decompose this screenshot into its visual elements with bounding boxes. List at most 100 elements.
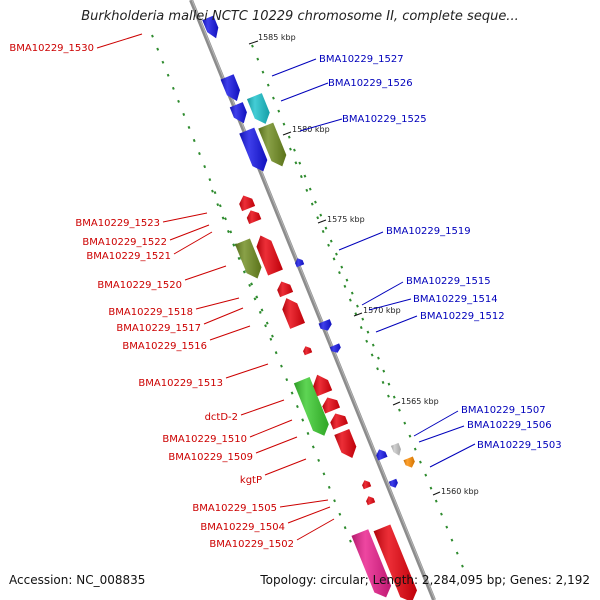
gene-dctd-2[interactable] (293, 377, 329, 436)
gene-bma10229-1525-a[interactable] (239, 127, 268, 172)
gene-label-bma10229-1516[interactable]: BMA10229_1516 (122, 341, 207, 352)
gene-bma10229-1509[interactable] (330, 413, 348, 430)
gene-label-bma10229-1525[interactable]: BMA10229_1525 (342, 114, 427, 125)
leader-line (255, 436, 298, 454)
gene-label-bma10229-1506[interactable]: BMA10229_1506 (467, 420, 552, 431)
scale-label-1585: 1585 kbp (258, 33, 296, 42)
gene-label-bma10229-1517[interactable]: BMA10229_1517 (116, 323, 201, 334)
gene-bma10229-1512[interactable] (329, 343, 341, 353)
dot-track-right-inner (324, 226, 328, 230)
dot-track-left-outer (295, 405, 299, 409)
dot-track-right-inner (429, 486, 433, 490)
gene-label-dctd-2[interactable]: dctD-2 (205, 412, 238, 423)
gene-bma10229-1527-a-shade (220, 74, 240, 101)
gene-bma10229-1516[interactable] (303, 346, 313, 356)
gene-bma10229-1502-shade (373, 524, 417, 600)
gene-bma10229-1515[interactable] (318, 319, 332, 331)
dot-track-right-inner (382, 369, 386, 373)
dot-track-left-inner (224, 217, 227, 221)
gene-bma10229-1504[interactable] (366, 496, 376, 506)
backbone-highlight (191, 0, 436, 600)
gene-bma10229-1502[interactable] (373, 524, 417, 600)
leader-line (338, 231, 384, 251)
gene-label-bma10229-1509[interactable]: BMA10229_1509 (168, 452, 253, 463)
scale-label-1575: 1575 kbp (327, 215, 365, 224)
gene-label-bma10229-1526[interactable]: BMA10229_1526 (328, 78, 413, 89)
gene-label-bma10229-1502[interactable]: BMA10229_1502 (209, 539, 294, 550)
dot-track-right-inner (298, 161, 302, 165)
gene-bma10229-1520[interactable] (235, 238, 262, 279)
gene-label-bma10229-1521[interactable]: BMA10229_1521 (86, 251, 171, 262)
gene-bma10229-1508[interactable] (334, 429, 357, 458)
dot-track-left-inner (156, 47, 160, 51)
gene-bma10229-1504-shade (366, 496, 376, 506)
gene-label-bma10229-1507[interactable]: BMA10229_1507 (461, 405, 546, 416)
gene-label-bma10229-1520[interactable]: BMA10229_1520 (97, 280, 182, 291)
scale-tick-1575 (317, 219, 327, 224)
dot-track-right-inner (256, 57, 260, 61)
gene-bma10229-1519[interactable] (295, 258, 305, 268)
gene-label-bma10229-1503[interactable]: BMA10229_1503 (477, 440, 562, 451)
gene-bma10229-1503[interactable] (403, 456, 415, 468)
dot-track-right-mid (294, 161, 298, 165)
leader-line (169, 224, 210, 241)
gene-label-bma10229-1527[interactable]: BMA10229_1527 (319, 54, 404, 65)
leader-line (296, 518, 335, 541)
gene-label-bma10229-1505[interactable]: BMA10229_1505 (192, 503, 277, 514)
gene-label-bma10229-1530[interactable]: BMA10229_1530 (9, 43, 94, 54)
dot-track-right-inner (440, 512, 443, 516)
gene-bma10229-1518-shade (277, 281, 294, 298)
gene-bma10229-1502-a-shade (351, 529, 392, 598)
dot-track-left-inner (171, 86, 175, 90)
gene-bma10229-1502-a[interactable] (351, 529, 392, 598)
dot-track-left-inner (208, 178, 212, 182)
dot-track-right-inner (314, 200, 317, 204)
gene-label-kgtp[interactable]: kgtP (240, 475, 262, 486)
dot-track-left-inner (260, 308, 264, 312)
gene-label-bma10229-1504[interactable]: BMA10229_1504 (200, 522, 285, 533)
gene-bma10229-1505[interactable] (362, 480, 372, 490)
gene-bma10229-1525[interactable] (258, 122, 287, 167)
gene-label-bma10229-1519[interactable]: BMA10229_1519 (386, 226, 471, 237)
gene-bma10229-1518[interactable] (277, 281, 294, 298)
gene-bma10229-1517-shade (282, 298, 305, 329)
dot-track-right-mid (289, 147, 292, 151)
gene-bma10229-1505-a[interactable] (388, 478, 398, 488)
gene-bma10229-1506[interactable] (391, 442, 401, 456)
dot-track-left-outer (338, 512, 342, 516)
dot-track-left-inner (250, 282, 254, 286)
dot-track-right-inner (403, 421, 407, 425)
dot-track-right-mid (348, 298, 352, 302)
gene-label-bma10229-1512[interactable]: BMA10229_1512 (420, 311, 505, 322)
gene-bma10229-1507-a[interactable] (376, 449, 388, 461)
gene-label-bma10229-1518[interactable]: BMA10229_1518 (108, 307, 193, 318)
gene-bma10229-1530[interactable] (202, 15, 219, 39)
gene-bma10229-1517[interactable] (282, 298, 305, 329)
gene-bma10229-1526-a[interactable] (229, 102, 247, 124)
gene-label-bma10229-1523[interactable]: BMA10229_1523 (75, 218, 160, 229)
dot-track-left-outer (237, 256, 241, 260)
dot-track-right-inner (377, 356, 380, 360)
leader-line (368, 298, 412, 311)
gene-label-bma10229-1515[interactable]: BMA10229_1515 (406, 276, 491, 287)
left-gene-labels: BMA10229_1530 BMA10229_1523 BMA10229_152… (9, 33, 335, 550)
dot-track-left-inner (187, 125, 191, 129)
gene-bma10229-1527-a[interactable] (220, 74, 240, 101)
gene-label-bma10229-1514[interactable]: BMA10229_1514 (413, 294, 498, 305)
dot-track-right-inner (398, 408, 401, 412)
gene-bma10229-1521[interactable] (256, 235, 283, 276)
gene-bma10229-1526[interactable] (247, 93, 270, 124)
backbone-line (189, 0, 436, 600)
gene-label-bma10229-1513[interactable]: BMA10229_1513 (138, 378, 223, 389)
dot-track-right-inner (293, 148, 296, 152)
gene-label-bma10229-1522[interactable]: BMA10229_1522 (82, 237, 167, 248)
gene-bma10229-1522[interactable] (246, 210, 262, 224)
dot-track-right-mid (387, 394, 390, 398)
gene-bma10229-1523[interactable] (239, 195, 256, 212)
gene-bma10229-1513[interactable] (313, 374, 333, 397)
leader-line (225, 363, 269, 379)
dot-track-left-inner (203, 165, 207, 169)
gene-bma10229-1510[interactable] (322, 397, 340, 414)
gene-label-bma10229-1510[interactable]: BMA10229_1510 (162, 434, 247, 445)
